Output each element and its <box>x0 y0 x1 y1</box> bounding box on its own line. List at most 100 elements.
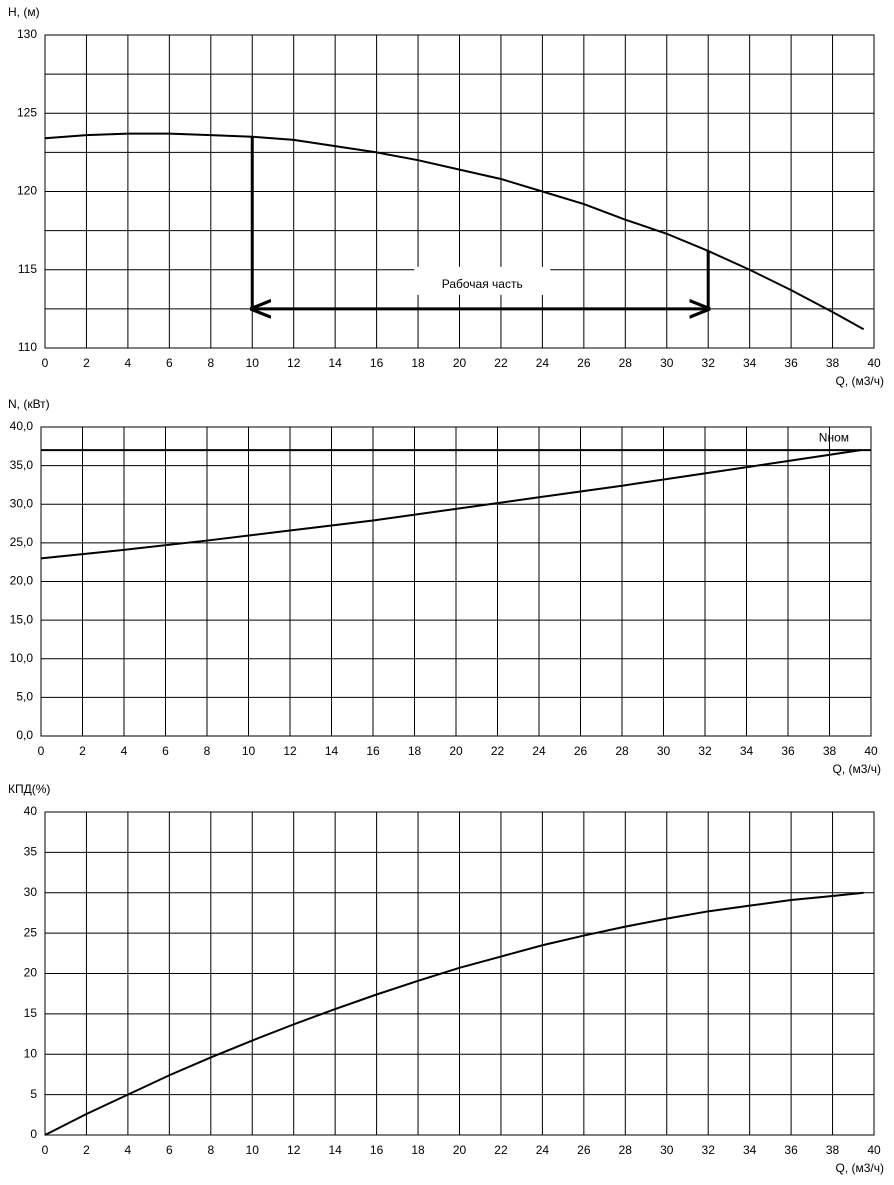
y-tick-label: 10,0 <box>10 651 34 665</box>
x-tick-label: 38 <box>823 744 837 758</box>
y-tick-label: 20,0 <box>10 574 34 588</box>
x-tick-label: 6 <box>166 1143 173 1157</box>
label-background <box>414 266 551 295</box>
y-tick-label: 30,0 <box>10 496 34 510</box>
y-tick-label: 0 <box>30 1127 37 1141</box>
data-line <box>44 132 865 331</box>
x-tick-label: 20 <box>453 1143 467 1157</box>
x-tick-label: 16 <box>370 1143 384 1157</box>
x-tick-label: 40 <box>864 744 878 758</box>
x-tick-label: 6 <box>166 356 173 370</box>
x-tick-label: 10 <box>246 1143 260 1157</box>
y-tick-label: 20 <box>24 966 38 980</box>
y-tick-label: 5,0 <box>16 690 33 704</box>
x-tick-label: 4 <box>121 744 128 758</box>
x-tick-label: 6 <box>162 744 169 758</box>
plot-frame <box>44 34 875 349</box>
x-tick-label: 36 <box>784 1143 798 1157</box>
x-tick-label: 4 <box>125 356 132 370</box>
x-tick-label: 30 <box>660 1143 674 1157</box>
x-tick-label: 28 <box>619 356 633 370</box>
y-tick-label: 15,0 <box>10 612 34 626</box>
x-tick-label: 30 <box>660 356 674 370</box>
y-axis-label: КПД(%) <box>8 782 50 796</box>
x-tick-label: 38 <box>826 1143 840 1157</box>
x-tick-label: 26 <box>574 744 588 758</box>
x-tick-label: 40 <box>867 356 881 370</box>
y-tick-label: 110 <box>18 340 37 354</box>
y-tick-label: 40 <box>24 804 38 818</box>
x-tick-label: 10 <box>246 356 260 370</box>
data-line <box>44 891 864 1136</box>
x-tick-label: 30 <box>657 744 671 758</box>
x-tick-label: 18 <box>411 356 425 370</box>
y-tick-label: 120 <box>17 184 37 198</box>
x-tick-label: 12 <box>287 1143 301 1157</box>
x-tick-label: 34 <box>743 356 757 370</box>
x-tick-label: 34 <box>740 744 754 758</box>
x-tick-label: 22 <box>491 744 505 758</box>
y-axis-label: H, (м) <box>8 5 40 19</box>
plot-frame <box>40 426 872 737</box>
y-tick-label: 10 <box>24 1046 38 1060</box>
x-tick-label: 16 <box>366 744 380 758</box>
plot-frame <box>44 811 875 1136</box>
x-tick-label: 0 <box>42 356 49 370</box>
x-axis-label: Q, (м3/ч) <box>832 762 881 776</box>
y-tick-label: 35,0 <box>10 458 34 472</box>
x-tick-label: 34 <box>743 1143 757 1157</box>
x-tick-label: 18 <box>408 744 422 758</box>
x-tick-label: 24 <box>536 356 550 370</box>
y-tick-label: 15 <box>24 1006 38 1020</box>
x-tick-label: 16 <box>370 356 384 370</box>
x-tick-label: 18 <box>411 1143 425 1157</box>
x-tick-label: 36 <box>781 744 795 758</box>
x-tick-label: 2 <box>79 744 86 758</box>
x-tick-label: 40 <box>867 1143 881 1157</box>
x-tick-label: 26 <box>577 356 591 370</box>
x-tick-label: 10 <box>242 744 256 758</box>
x-tick-label: 20 <box>449 744 463 758</box>
y-tick-label: 115 <box>18 262 37 276</box>
x-tick-label: 8 <box>207 356 214 370</box>
x-tick-label: 0 <box>38 744 45 758</box>
x-tick-label: 22 <box>494 356 508 370</box>
x-tick-label: 2 <box>83 1143 90 1157</box>
x-tick-label: 24 <box>536 1143 550 1157</box>
x-tick-label: 8 <box>207 1143 214 1157</box>
x-tick-label: 28 <box>619 1143 633 1157</box>
x-tick-label: 0 <box>42 1143 49 1157</box>
y-tick-label: 25 <box>24 925 38 939</box>
x-tick-label: 20 <box>453 356 467 370</box>
data-line <box>40 449 861 560</box>
x-tick-label: 36 <box>784 356 798 370</box>
x-axis-label: Q, (м3/ч) <box>835 374 884 388</box>
x-tick-label: 8 <box>204 744 211 758</box>
y-tick-label: 30 <box>24 885 38 899</box>
x-tick-label: 2 <box>83 356 90 370</box>
y-axis-label: N, (кВт) <box>8 397 50 411</box>
x-tick-label: 14 <box>325 744 339 758</box>
x-tick-label: 24 <box>532 744 546 758</box>
reference-label: Nном <box>819 430 849 444</box>
x-tick-label: 32 <box>702 1143 716 1157</box>
x-tick-label: 12 <box>287 356 301 370</box>
x-tick-label: 4 <box>125 1143 132 1157</box>
y-tick-label: 130 <box>17 27 37 41</box>
y-tick-label: 25,0 <box>10 535 34 549</box>
x-tick-label: 26 <box>577 1143 591 1157</box>
x-tick-label: 32 <box>702 356 716 370</box>
x-tick-label: 22 <box>494 1143 508 1157</box>
y-tick-label: 0,0 <box>16 728 33 742</box>
x-tick-label: 14 <box>328 1143 342 1157</box>
x-tick-label: 28 <box>615 744 629 758</box>
x-tick-label: 38 <box>826 356 840 370</box>
range-label: Рабочая часть <box>442 277 523 291</box>
x-tick-label: 12 <box>283 744 297 758</box>
x-tick-label: 32 <box>698 744 712 758</box>
y-tick-label: 5 <box>30 1087 37 1101</box>
x-axis-label: Q, (м3/ч) <box>835 1161 884 1175</box>
y-tick-label: 35 <box>24 845 38 859</box>
